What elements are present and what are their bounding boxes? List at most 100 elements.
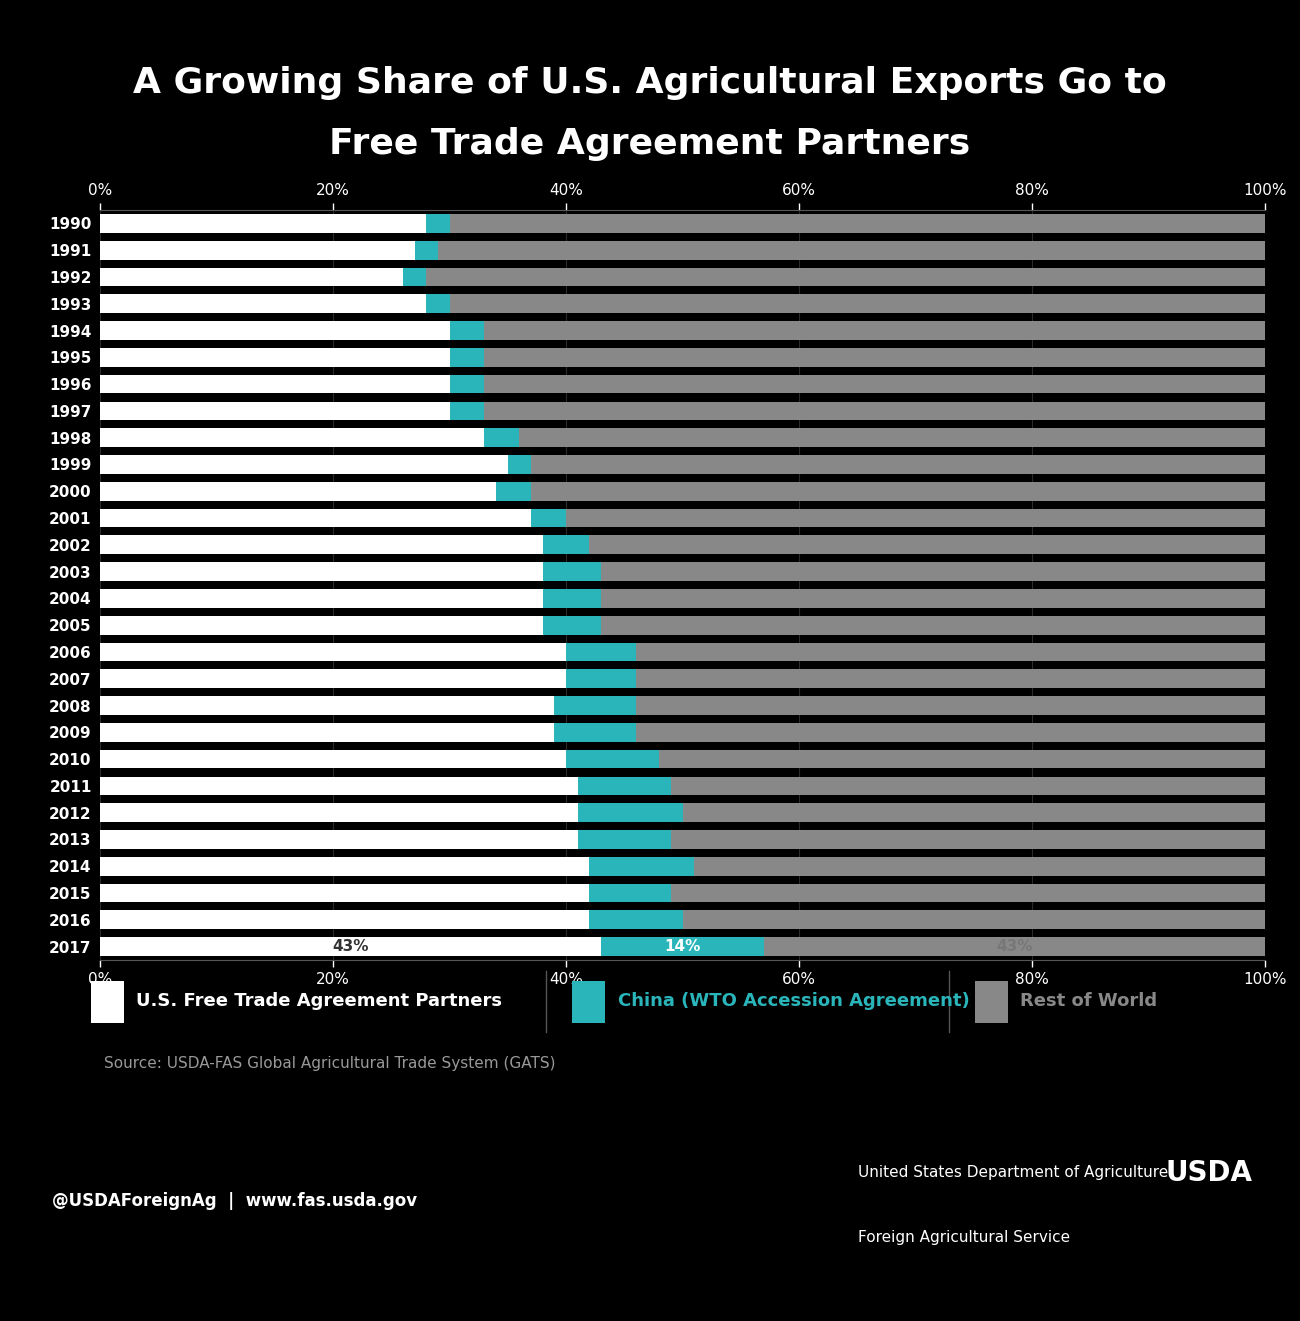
Bar <box>554 696 636 715</box>
Bar <box>415 240 438 259</box>
Bar <box>426 214 450 232</box>
Bar <box>532 482 1265 501</box>
Text: China (WTO Accession Agreement): China (WTO Accession Agreement) <box>618 992 970 1011</box>
Bar <box>100 321 450 339</box>
Bar <box>100 857 589 876</box>
Bar <box>577 803 683 822</box>
Bar <box>572 980 604 1022</box>
Bar <box>682 910 1265 929</box>
Bar <box>100 375 450 394</box>
Bar <box>589 884 671 902</box>
Bar <box>100 482 497 501</box>
Bar <box>100 268 403 287</box>
Bar <box>601 937 764 956</box>
Text: 14%: 14% <box>664 939 701 954</box>
Bar <box>975 980 1008 1022</box>
Bar <box>100 589 542 608</box>
Text: Foreign Agricultural Service: Foreign Agricultural Service <box>858 1230 1070 1244</box>
Bar <box>485 321 1265 339</box>
Bar <box>485 375 1265 394</box>
Bar <box>589 910 682 929</box>
Bar <box>450 295 1265 313</box>
Bar <box>91 980 124 1022</box>
Bar <box>566 509 1265 527</box>
Bar <box>682 803 1265 822</box>
Bar <box>100 642 566 662</box>
Bar <box>100 402 450 420</box>
Text: U.S. Free Trade Agreement Partners: U.S. Free Trade Agreement Partners <box>136 992 503 1011</box>
Bar <box>100 723 554 741</box>
Bar <box>520 428 1265 446</box>
Bar <box>100 295 426 313</box>
Bar <box>100 509 532 527</box>
Bar <box>450 321 485 339</box>
Bar <box>100 347 450 367</box>
Text: 43%: 43% <box>996 939 1032 954</box>
Bar <box>100 563 542 581</box>
Bar <box>426 268 1265 287</box>
Bar <box>100 616 542 634</box>
Bar <box>577 830 671 849</box>
Bar <box>450 214 1265 232</box>
Bar <box>100 240 415 259</box>
Bar <box>100 456 508 474</box>
Text: A Growing Share of U.S. Agricultural Exports Go to: A Growing Share of U.S. Agricultural Exp… <box>133 66 1167 100</box>
Bar <box>426 295 450 313</box>
Bar <box>566 670 636 688</box>
Bar <box>566 750 659 769</box>
Bar <box>485 428 520 446</box>
Bar <box>100 750 566 769</box>
Bar <box>100 803 577 822</box>
Bar <box>577 777 671 795</box>
Bar <box>100 428 485 446</box>
Bar <box>100 696 554 715</box>
Text: @USDAForeignAg  |  www.fas.usda.gov: @USDAForeignAg | www.fas.usda.gov <box>52 1193 417 1210</box>
Bar <box>589 535 1265 555</box>
Bar <box>100 830 577 849</box>
Text: Free Trade Agreement Partners: Free Trade Agreement Partners <box>329 127 971 161</box>
Bar <box>403 268 426 287</box>
Bar <box>438 240 1265 259</box>
Bar <box>636 723 1265 741</box>
Bar <box>450 402 485 420</box>
Bar <box>659 750 1265 769</box>
Text: United States Department of Agriculture: United States Department of Agriculture <box>858 1165 1169 1181</box>
Bar <box>100 937 601 956</box>
Bar <box>532 456 1265 474</box>
Bar <box>508 456 532 474</box>
Bar <box>542 616 601 634</box>
Bar <box>485 402 1265 420</box>
Bar <box>450 347 485 367</box>
Bar <box>671 884 1265 902</box>
Bar <box>100 535 542 555</box>
Bar <box>554 723 636 741</box>
Bar <box>671 777 1265 795</box>
Bar <box>100 214 426 232</box>
Bar <box>636 670 1265 688</box>
Bar <box>589 857 694 876</box>
Bar <box>542 563 601 581</box>
Bar <box>100 884 589 902</box>
Bar <box>694 857 1265 876</box>
Bar <box>100 910 589 929</box>
Bar <box>542 535 589 555</box>
Bar <box>636 642 1265 662</box>
Text: USDA: USDA <box>1166 1159 1252 1186</box>
Bar <box>636 696 1265 715</box>
Bar <box>601 563 1265 581</box>
Text: 43%: 43% <box>333 939 369 954</box>
Bar <box>764 937 1265 956</box>
Bar <box>450 375 485 394</box>
Bar <box>542 589 601 608</box>
Bar <box>566 642 636 662</box>
Bar <box>485 347 1265 367</box>
Text: Rest of World: Rest of World <box>1020 992 1157 1011</box>
Bar <box>671 830 1265 849</box>
Bar <box>532 509 566 527</box>
Bar <box>100 777 577 795</box>
Bar <box>601 589 1265 608</box>
Text: Source: USDA-FAS Global Agricultural Trade System (GATS): Source: USDA-FAS Global Agricultural Tra… <box>104 1055 555 1071</box>
Bar <box>100 670 566 688</box>
Bar <box>497 482 532 501</box>
Bar <box>601 616 1265 634</box>
